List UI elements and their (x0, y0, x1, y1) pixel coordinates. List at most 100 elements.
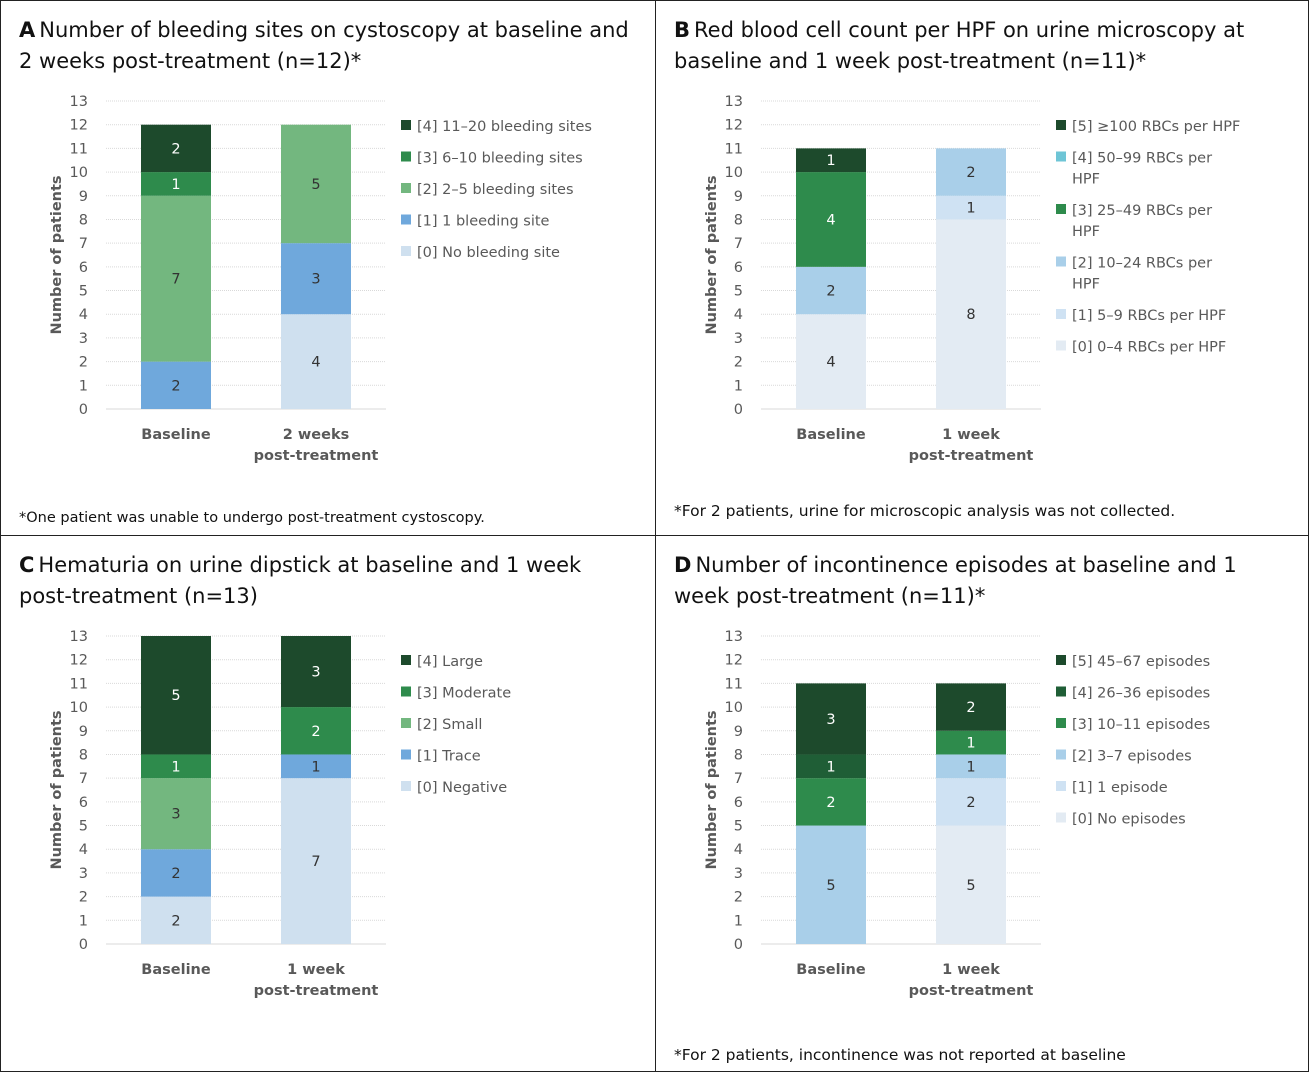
y-tick-label: 10 (725, 700, 743, 716)
panel-d-letter: D (674, 553, 692, 577)
legend-label: [3] 10–11 episodes (1072, 717, 1210, 733)
panel-b-letter: B (674, 18, 691, 42)
data-label: 2 (171, 378, 180, 394)
panel-c: C Hematuria on urine dipstick at baseline… (0, 535, 656, 1072)
bar-segment (141, 124, 211, 173)
y-tick-label: 5 (79, 819, 88, 835)
panel-d: D Number of incontinence episodes at base… (655, 535, 1309, 1072)
data-label: 3 (311, 665, 320, 681)
data-label: 1 (966, 759, 975, 775)
bar-segment (796, 314, 866, 409)
y-tick-label: 11 (70, 141, 88, 157)
legend-label: [1] 1 episode (1072, 780, 1168, 796)
y-tick-label: 7 (734, 771, 743, 787)
panel-d-title-text: Number of incontinence episodes at basel… (674, 553, 1237, 608)
bar-segment (281, 124, 351, 244)
y-tick-label: 0 (79, 937, 88, 953)
data-label: 1 (171, 759, 180, 775)
data-label: 2 (826, 284, 835, 300)
legend-swatch (1056, 718, 1066, 728)
bar-segment (281, 754, 351, 779)
panel-b-title: B Red blood cell count per HPF on urine m… (674, 15, 1294, 77)
y-tick-label: 3 (79, 866, 88, 882)
legend-label: [4] 50–99 RBCs per (1072, 151, 1212, 167)
panel-b: B Red blood cell count per HPF on urine m… (655, 0, 1309, 536)
data-label: 7 (311, 854, 320, 870)
data-label: 3 (826, 712, 835, 728)
x-tick-label: Baseline (796, 427, 866, 443)
legend-label: HPF (1072, 172, 1100, 188)
bar-segment (141, 754, 211, 779)
y-axis-title: Number of patients (704, 710, 720, 869)
y-tick-label: 2 (79, 890, 88, 906)
y-tick-label: 9 (79, 189, 88, 205)
panel-a-title-text: Number of bleeding sites on cystoscopy a… (19, 18, 629, 73)
legend-swatch (401, 718, 411, 728)
data-label: 4 (826, 212, 835, 228)
y-tick-label: 9 (734, 189, 743, 205)
y-tick-label: 2 (734, 355, 743, 371)
legend-swatch (1056, 781, 1066, 791)
legend-swatch (1056, 812, 1066, 823)
data-label: 1 (826, 153, 835, 169)
data-label: 2 (171, 141, 180, 157)
bar-segment (281, 243, 351, 315)
y-tick-label: 7 (79, 236, 88, 252)
legend-label: [5] 45–67 episodes (1072, 654, 1210, 670)
y-tick-label: 12 (70, 653, 88, 669)
legend-label: HPF (1072, 224, 1100, 240)
y-tick-label: 1 (79, 378, 88, 394)
data-label: 3 (311, 272, 320, 288)
x-tick-label: 2 weeks (283, 427, 349, 443)
legend-label: [3] 6–10 bleeding sites (417, 151, 583, 167)
y-tick-label: 12 (725, 653, 743, 669)
y-axis-title: Number of patients (49, 175, 65, 334)
bar-segment (936, 825, 1006, 944)
legend-label: [1] 1 bleeding site (417, 214, 550, 230)
panel-a: A Number of bleeding sites on cystoscopy … (0, 0, 656, 536)
panel-c-title: C Hematuria on urine dipstick at baseline… (19, 550, 639, 612)
y-tick-label: 13 (725, 94, 743, 110)
data-label: 2 (966, 165, 975, 181)
bar-segment (936, 754, 1006, 779)
bar-segment (141, 778, 211, 850)
legend-swatch (401, 749, 411, 760)
y-tick-label: 3 (734, 331, 743, 347)
y-tick-label: 13 (70, 629, 88, 645)
legend-swatch (401, 246, 411, 256)
data-label: 2 (966, 795, 975, 811)
y-tick-label: 0 (79, 402, 88, 418)
legend-label: [4] 26–36 episodes (1072, 686, 1210, 702)
legend-swatch (1056, 340, 1066, 351)
y-tick-label: 2 (79, 355, 88, 371)
y-tick-label: 7 (79, 771, 88, 787)
legend-label: [5] ≥100 RBCs per HPF (1072, 119, 1240, 135)
y-tick-label: 12 (725, 118, 743, 134)
x-tick-label: Baseline (141, 427, 211, 443)
data-label: 2 (171, 866, 180, 882)
x-tick-label: post-treatment (254, 983, 379, 999)
data-label: 8 (966, 307, 975, 323)
y-tick-label: 11 (725, 676, 743, 692)
x-tick-label: post-treatment (909, 983, 1034, 999)
x-tick-label: post-treatment (909, 448, 1034, 464)
legend-label: [0] Negative (417, 780, 507, 796)
legend-swatch (1056, 120, 1066, 130)
y-tick-label: 9 (734, 724, 743, 740)
panel-b-footnote: *For 2 patients, urine for microscopic a… (674, 502, 1176, 520)
legend-label: [4] 11–20 bleeding sites (417, 119, 592, 135)
bar-segment (141, 361, 211, 409)
legend-label: HPF (1072, 277, 1100, 293)
y-tick-label: 10 (725, 165, 743, 181)
legend-swatch (401, 686, 411, 697)
legend-swatch (1056, 151, 1066, 162)
x-tick-label: 1 week (287, 962, 345, 978)
bar-segment (936, 683, 1006, 731)
bar-segment (796, 172, 866, 267)
panel-c-title-text: Hematuria on urine dipstick at baseline … (19, 553, 582, 608)
bar-segment (141, 172, 211, 196)
bar-segment (936, 195, 1006, 220)
x-tick-label: Baseline (141, 962, 211, 978)
y-tick-label: 13 (725, 629, 743, 645)
